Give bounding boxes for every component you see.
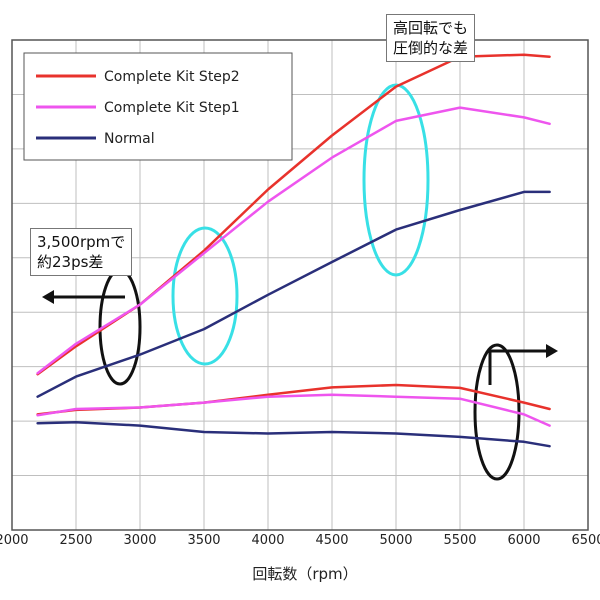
callout-high-rpm-line2: 圧倒的な差 — [393, 39, 469, 57]
x-tick-label: 5000 — [379, 533, 412, 548]
x-tick-label: 3500 — [187, 533, 220, 548]
legend-label: Normal — [104, 131, 155, 147]
x-axis-label: 回転数（rpm） — [252, 565, 357, 583]
arrow-right-icon — [488, 349, 548, 385]
callout-high-rpm-line1: 高回転でも — [393, 19, 469, 37]
callout-high-rpm: 高回転でも 圧倒的な差 — [386, 14, 476, 62]
axis-arrows — [42, 290, 558, 385]
x-tick-label: 6000 — [507, 533, 540, 548]
x-tick-label: 6500 — [571, 533, 600, 548]
callout-3500rpm: 3,500rpmで 約23ps差 — [30, 228, 133, 276]
series-line-right-5 — [36, 420, 551, 448]
series-line-left-2 — [36, 190, 551, 398]
series-line-left-1 — [36, 106, 551, 375]
highlight-ellipse-3500 — [171, 226, 239, 366]
series-lines — [36, 53, 551, 448]
callout-3500rpm-line1: 3,500rpmで — [37, 233, 126, 251]
arrow-left-head — [42, 290, 54, 304]
series-line-right-3 — [36, 383, 551, 416]
series-line-right-4 — [36, 393, 551, 427]
callout-3500rpm-line2: 約23ps差 — [37, 253, 104, 271]
legend: Complete Kit Step2 Complete Kit Step1 Norm… — [23, 52, 293, 161]
x-tick-label: 3000 — [123, 533, 156, 548]
x-tick-label: 5500 — [443, 533, 476, 548]
plot-frame — [11, 39, 589, 531]
highlight-ellipse-5000 — [362, 83, 430, 277]
x-tick-label: 4500 — [315, 533, 348, 548]
x-tick-label: 4000 — [251, 533, 284, 548]
legend-label: Complete Kit Step1 — [104, 100, 240, 116]
legend-label: Complete Kit Step2 — [104, 69, 240, 85]
x-tick-labels: 2000 2500 3000 3500 4000 4500 5000 5500 6000 6500 — [0, 533, 600, 548]
x-tick-label: 2500 — [59, 533, 92, 548]
x-tick-label: 2000 — [0, 533, 29, 548]
arrow-right-head — [546, 344, 558, 358]
